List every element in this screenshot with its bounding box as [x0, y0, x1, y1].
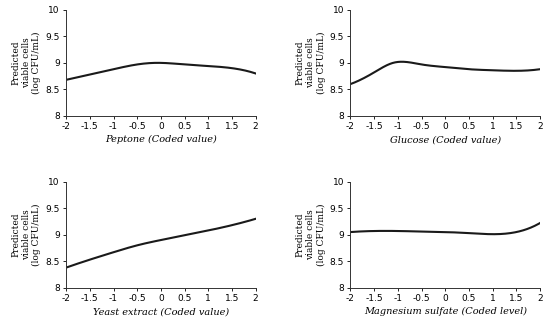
Y-axis label: Predicted
viable cells
(log CFU/mL): Predicted viable cells (log CFU/mL): [12, 203, 41, 266]
Y-axis label: Predicted
viable cells
(log CFU/mL): Predicted viable cells (log CFU/mL): [296, 32, 326, 94]
Y-axis label: Predicted
viable cells
(log CFU/mL): Predicted viable cells (log CFU/mL): [12, 32, 41, 94]
X-axis label: Peptone (Coded value): Peptone (Coded value): [105, 135, 217, 145]
X-axis label: Magnesium sulfate (Coded level): Magnesium sulfate (Coded level): [364, 307, 527, 316]
X-axis label: Glucose (Coded value): Glucose (Coded value): [390, 135, 501, 144]
Y-axis label: Predicted
viable cells
(log CFU/mL): Predicted viable cells (log CFU/mL): [296, 203, 326, 266]
X-axis label: Yeast extract (Coded value): Yeast extract (Coded value): [93, 307, 229, 316]
